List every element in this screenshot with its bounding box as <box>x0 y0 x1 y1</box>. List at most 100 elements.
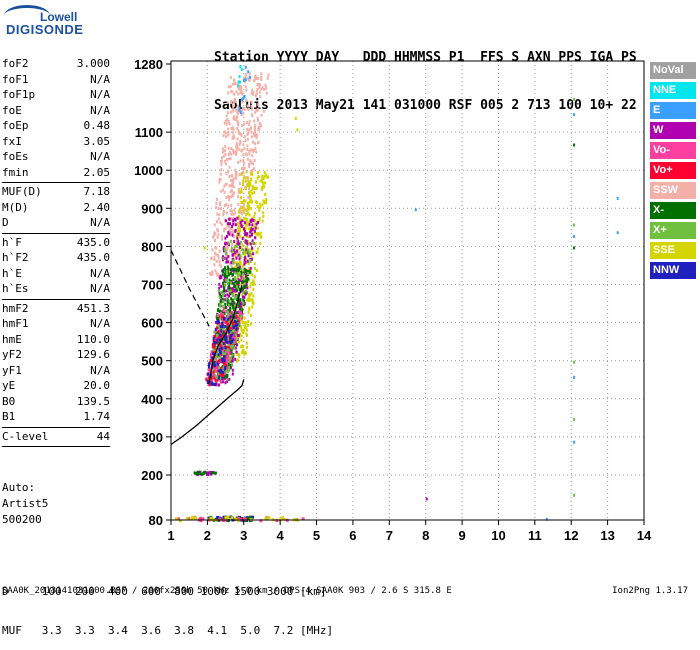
echo-point <box>224 336 227 340</box>
echo-point <box>231 178 234 182</box>
echo-point <box>236 251 239 255</box>
echo-point <box>224 360 227 364</box>
echo-point <box>240 172 243 176</box>
echo-point <box>237 278 240 282</box>
echo-point <box>240 334 243 338</box>
sparse-echo-point <box>573 223 576 227</box>
echo-point <box>237 215 240 218</box>
echo-point <box>242 301 245 305</box>
echo-point <box>229 315 232 319</box>
echo-point <box>242 199 245 203</box>
echo-point <box>234 357 237 361</box>
echo-point <box>265 517 269 521</box>
echo-point <box>216 317 219 321</box>
echo-point <box>230 287 233 291</box>
echo-point <box>241 237 244 240</box>
echo-point <box>214 368 217 372</box>
echo-point <box>211 342 214 346</box>
echo-point <box>227 354 230 358</box>
param-row: yF1 N/A <box>2 363 110 379</box>
echo-point <box>228 313 231 317</box>
echo-point <box>239 305 242 309</box>
echo-point <box>222 281 224 285</box>
echo-point <box>231 217 234 221</box>
echo-point <box>227 255 230 259</box>
echo-point <box>232 341 235 344</box>
echo-point <box>231 126 234 130</box>
echo-point <box>217 329 220 333</box>
echo-point <box>254 75 257 78</box>
param-row: M(D) 2.40 <box>2 200 110 216</box>
echo-point <box>266 176 269 180</box>
echo-point <box>230 266 233 269</box>
echo-point <box>224 363 227 367</box>
echo-point <box>254 211 256 215</box>
echo-series-nne <box>237 65 243 88</box>
echo-point <box>176 517 180 521</box>
echo-point <box>224 276 227 280</box>
echo-point <box>229 332 232 336</box>
echo-point <box>237 322 240 326</box>
echo-point <box>238 354 241 358</box>
echo-point <box>218 517 222 521</box>
echo-point <box>233 222 236 226</box>
muf-distance-row: D 100 200 400 600 800 1000 1500 3000 [km… <box>2 585 327 598</box>
echo-point <box>227 303 230 307</box>
echo-point <box>232 234 235 238</box>
echo-point <box>236 249 238 253</box>
echo-point <box>244 226 247 230</box>
param-name: fmin <box>2 165 29 179</box>
echo-point <box>213 330 216 334</box>
echo-point <box>258 219 261 223</box>
echo-point <box>230 334 232 337</box>
auto-code: 500200 <box>2 513 42 526</box>
echo-point <box>245 233 248 237</box>
echo-point <box>229 268 232 272</box>
param-row: h`F2 435.0 <box>2 250 110 266</box>
legend-item-e: E <box>650 102 696 119</box>
echo-point <box>241 205 244 209</box>
echo-point <box>233 81 236 85</box>
echo-point <box>212 336 215 340</box>
echo-point <box>215 366 218 370</box>
echo-point <box>232 151 235 155</box>
echo-point <box>230 101 233 104</box>
echo-point <box>218 286 221 290</box>
echo-point <box>257 125 260 129</box>
echo-point <box>222 255 225 259</box>
echo-point <box>221 365 224 369</box>
echo-point <box>223 184 226 188</box>
echo-point <box>218 372 221 376</box>
echo-point <box>235 176 238 180</box>
echo-point <box>239 301 242 304</box>
echo-point <box>260 72 263 76</box>
echo-point <box>225 369 228 373</box>
echo-point <box>234 253 237 257</box>
x-tick-label: 6 <box>349 528 356 543</box>
echo-point <box>233 323 236 327</box>
echo-point <box>226 359 229 363</box>
echo-point <box>231 310 234 314</box>
echo-point <box>241 329 243 333</box>
echo-point <box>210 383 213 386</box>
echo-point <box>229 262 232 266</box>
echo-point <box>216 367 219 371</box>
echo-point <box>226 375 229 379</box>
echo-point <box>213 223 216 227</box>
echo-point <box>229 366 232 370</box>
echo-point <box>251 227 254 231</box>
param-value: 2.40 <box>83 200 111 214</box>
echo-point <box>237 80 240 84</box>
legend-item-nnw: NNW <box>650 262 696 279</box>
echo-point <box>220 168 223 172</box>
echo-point <box>245 72 248 76</box>
echo-point <box>230 178 232 182</box>
echo-point <box>217 315 220 319</box>
echo-point <box>219 293 222 297</box>
echo-point <box>226 265 229 269</box>
echo-point <box>197 470 201 474</box>
echo-point <box>230 261 233 265</box>
echo-point <box>250 273 253 277</box>
echo-point <box>253 134 256 138</box>
echo-point <box>259 205 262 209</box>
